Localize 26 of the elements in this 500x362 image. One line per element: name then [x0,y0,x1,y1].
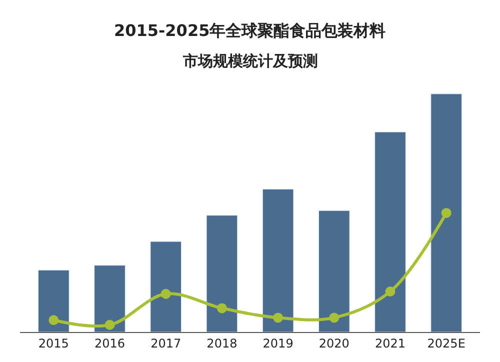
x-tick-label: 2019 [262,336,294,350]
bar [430,94,462,332]
x-tick-label: 2018 [206,336,238,350]
point [48,315,59,326]
x-tick-label: 2021 [374,336,406,350]
bar [94,265,126,332]
point [104,320,115,330]
chart-subtitle: 市场规模统计及预测 [182,52,318,70]
bar [150,241,182,332]
point [329,312,340,323]
point [385,286,396,297]
bar [318,210,350,332]
point [441,208,452,218]
x-tick-label: 2016 [94,336,126,350]
x-tick-label: 2020 [318,336,350,350]
point [216,303,227,314]
bar [262,188,294,332]
bar [206,215,238,332]
x-tick-label: 2017 [150,336,182,350]
point [273,312,284,323]
bar [374,132,406,332]
point [160,288,171,299]
bar [38,270,70,332]
x-tick-label: 2025E [427,336,466,350]
chart-title: 2015-2025年全球聚酯食品包装材料 [114,21,386,40]
x-tick-label: 2015 [38,336,69,350]
